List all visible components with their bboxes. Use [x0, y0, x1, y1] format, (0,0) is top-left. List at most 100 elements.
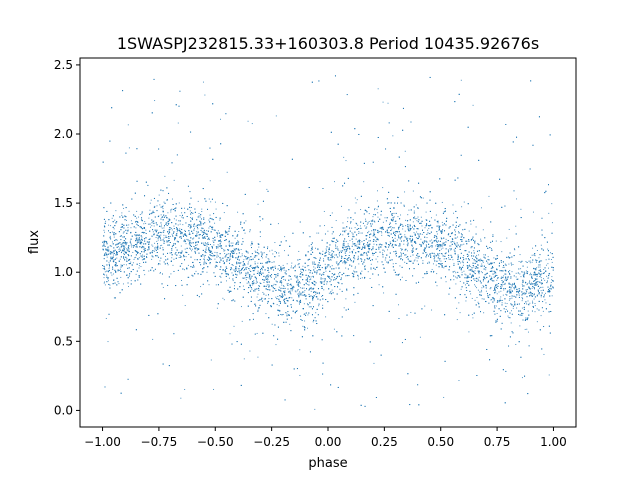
data-point — [316, 272, 318, 274]
data-point — [136, 217, 138, 219]
data-point — [114, 219, 116, 221]
data-point — [474, 299, 476, 301]
data-point — [472, 238, 474, 240]
data-point — [540, 296, 542, 298]
data-point — [394, 221, 396, 222]
data-point — [178, 220, 180, 222]
data-point — [409, 238, 411, 240]
data-point — [539, 287, 541, 289]
data-point — [102, 268, 104, 270]
data-point — [159, 272, 161, 274]
data-point — [422, 197, 424, 199]
data-point — [214, 251, 216, 253]
data-point — [478, 280, 480, 282]
data-point — [416, 217, 418, 219]
data-point — [358, 240, 360, 242]
data-point — [104, 269, 106, 271]
data-point — [349, 240, 351, 242]
data-point — [416, 260, 418, 262]
data-point — [343, 307, 345, 309]
data-point — [417, 207, 419, 209]
data-point — [344, 227, 346, 229]
data-point — [352, 234, 354, 236]
data-point — [454, 270, 456, 272]
data-point — [539, 260, 541, 262]
data-point — [175, 219, 177, 221]
data-point — [500, 241, 502, 243]
data-point — [472, 317, 474, 319]
data-point — [353, 270, 355, 272]
data-point — [368, 249, 370, 251]
data-point — [381, 232, 383, 234]
data-point — [393, 212, 395, 214]
data-point — [143, 246, 145, 248]
data-point — [291, 265, 292, 267]
data-point — [231, 252, 233, 254]
data-point — [360, 254, 362, 256]
data-point — [547, 277, 549, 279]
data-point — [531, 275, 533, 277]
data-point — [151, 225, 153, 227]
data-point — [475, 226, 477, 228]
data-point — [345, 262, 347, 264]
data-point — [205, 244, 207, 246]
data-point — [453, 249, 455, 251]
data-point — [543, 353, 545, 355]
data-point — [110, 258, 112, 260]
data-point — [201, 208, 203, 210]
data-point — [143, 248, 145, 250]
data-point — [518, 293, 520, 295]
data-point — [164, 175, 166, 177]
data-point — [338, 253, 340, 255]
data-point — [547, 263, 549, 265]
data-point — [117, 246, 119, 248]
data-point — [234, 250, 236, 252]
data-point — [335, 220, 337, 222]
data-point — [420, 238, 422, 240]
data-point — [475, 256, 477, 258]
data-point — [123, 207, 125, 209]
data-point — [149, 202, 151, 204]
data-point — [444, 244, 446, 246]
data-point — [125, 244, 127, 246]
data-point — [226, 171, 228, 173]
data-point — [501, 251, 503, 253]
data-point — [191, 217, 193, 219]
data-point — [277, 223, 279, 225]
data-point — [334, 254, 336, 256]
data-point — [315, 247, 317, 249]
data-point — [428, 261, 430, 263]
data-point — [489, 263, 491, 265]
data-point — [544, 279, 546, 281]
data-point — [419, 243, 420, 245]
data-point — [461, 206, 463, 208]
data-point — [312, 282, 314, 284]
data-point — [179, 223, 181, 225]
data-point — [109, 266, 111, 268]
data-point — [132, 245, 134, 247]
data-point — [481, 287, 483, 289]
data-point — [354, 227, 356, 229]
data-point — [128, 224, 130, 226]
data-point — [433, 271, 435, 273]
data-point — [534, 305, 536, 307]
data-point — [529, 302, 531, 304]
data-point — [106, 256, 108, 258]
data-point — [322, 274, 324, 276]
data-point — [354, 267, 356, 269]
data-point — [115, 210, 117, 212]
data-point — [216, 247, 218, 249]
data-point — [473, 271, 475, 273]
data-point — [399, 244, 401, 245]
data-point — [104, 284, 106, 286]
data-point — [345, 261, 347, 263]
data-point — [494, 288, 496, 290]
data-point — [473, 250, 475, 252]
data-point — [507, 315, 509, 317]
data-point — [241, 253, 243, 255]
data-point — [539, 266, 541, 268]
data-point — [286, 263, 288, 265]
data-point — [324, 280, 326, 282]
data-point — [135, 238, 137, 240]
